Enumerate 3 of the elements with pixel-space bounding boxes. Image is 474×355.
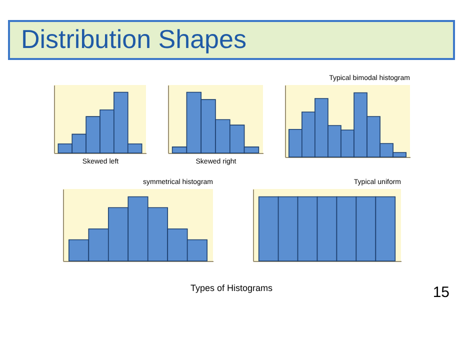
text: 15 — [432, 284, 450, 301]
text: Types of Histograms — [190, 283, 274, 293]
text: Distribution Shapes — [21, 24, 246, 54]
